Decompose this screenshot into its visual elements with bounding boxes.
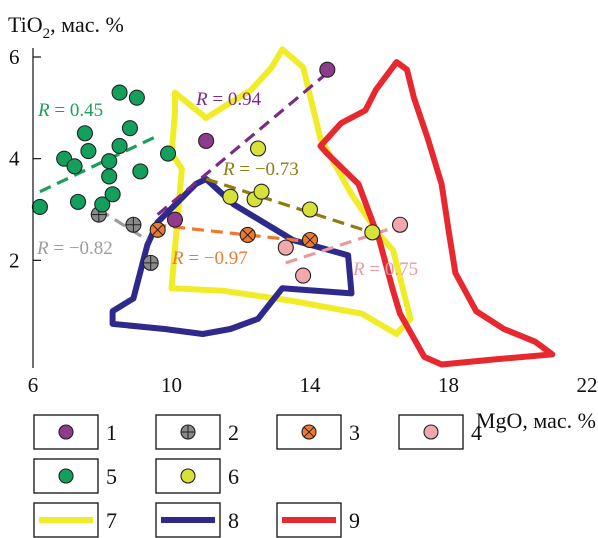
axes: 2 4 6 6 10 14 18 22 TiO2, мас. % MgO, мас. % [8, 12, 598, 433]
x-tick-label-18: 18 [438, 373, 459, 397]
legend-item-4: 4 [398, 414, 482, 450]
point-series-6-4 [253, 183, 270, 200]
legend-label-7: 7 [106, 508, 117, 533]
trend-label-4: R = −0.82 [36, 238, 113, 259]
legend-label-1: 1 [106, 420, 117, 445]
legend-label-2: 2 [228, 420, 239, 445]
point-series-5-11 [111, 137, 128, 155]
point-series-5-1 [31, 198, 48, 216]
legend-marker-5 [58, 468, 74, 484]
point-series-6-6 [364, 224, 381, 241]
field-polygons [109, 46, 556, 368]
trend-label-3: R = −0.73 [222, 159, 299, 180]
trend-label-2: R = 0.94 [195, 89, 262, 110]
legend-item-9: 9 [276, 502, 360, 538]
trend-label-1: R = 0.45 [37, 100, 103, 121]
legend-label-5: 5 [106, 464, 117, 489]
x-tick-label-6: 6 [28, 373, 39, 397]
point-series-6-3 [250, 140, 267, 157]
legend-item-1: 1 [33, 414, 117, 450]
legend-label-6: 6 [228, 464, 239, 489]
legend-item-6: 6 [155, 458, 239, 494]
trend-label-6: R = 0.75 [352, 259, 418, 280]
point-series-3-2 [239, 226, 256, 243]
y-tick-label-2: 2 [9, 248, 20, 272]
legend-item-3: 3 [276, 414, 360, 450]
point-series-5-13 [121, 120, 138, 137]
point-series-6-1 [222, 188, 239, 205]
point-series-5-8 [101, 168, 118, 185]
point-series-5-7 [94, 196, 111, 213]
trend-line-3 [205, 177, 380, 237]
legend-marker-6 [180, 468, 196, 484]
y-axis-label: TiO2, мас. % [8, 12, 124, 42]
legend: 1 2 3 4 5 6 7 8 9 [33, 414, 482, 538]
point-series-6-5 [301, 201, 319, 218]
x-tick-label-10: 10 [161, 373, 182, 397]
point-series-5-6 [80, 142, 97, 160]
data-points [31, 61, 409, 284]
legend-item-5: 5 [33, 458, 117, 494]
x-tick-label-14: 14 [300, 373, 322, 397]
field-9-outline [317, 59, 556, 368]
legend-item-2: 2 [155, 414, 239, 450]
point-series-5-9 [101, 153, 118, 170]
y-tick-label-6: 6 [9, 45, 20, 69]
legend-item-8: 8 [155, 502, 239, 538]
trend-label-5: R = −0.97 [171, 248, 248, 269]
legend-label-8: 8 [228, 508, 239, 533]
legend-marker-1 [58, 424, 74, 440]
point-series-2-3 [142, 254, 159, 271]
legend-marker-2 [180, 424, 196, 440]
field-8-outline [109, 176, 355, 337]
point-series-2-2 [125, 216, 142, 233]
trend-line-6 [285, 220, 411, 265]
point-series-5-12 [111, 84, 128, 101]
point-series-3-1 [149, 221, 166, 238]
y-tick-label-4: 4 [9, 147, 20, 171]
legend-label-4: 4 [471, 420, 482, 445]
point-series-5-10 [104, 186, 121, 203]
x-tick-label-22: 22 [577, 373, 598, 397]
legend-label-9: 9 [349, 508, 360, 533]
field-7-outline [168, 46, 414, 337]
point-series-5-15 [132, 163, 149, 180]
legend-box-1 [33, 414, 99, 450]
trend-labels: R = 0.45 R = 0.94 R = −0.73 R = −0.82 R = −0… [36, 89, 418, 280]
trend-line-2 [156, 65, 336, 216]
point-series-5-3 [66, 158, 83, 175]
point-series-5-14 [128, 89, 145, 106]
legend-item-7: 7 [33, 502, 117, 538]
point-series-5-16 [159, 145, 177, 162]
point-series-3-3 [301, 231, 319, 249]
point-series-4-1 [277, 239, 294, 256]
point-series-1-3 [319, 61, 336, 78]
trend-line-4 [97, 208, 149, 242]
point-series-1-1 [166, 211, 184, 228]
point-series-4-2 [295, 267, 312, 284]
trend-line-5 [154, 223, 318, 245]
point-series-4-3 [391, 216, 409, 233]
point-series-1-2 [198, 132, 215, 149]
trend-lines [39, 65, 411, 265]
legend-marker-3 [301, 424, 317, 440]
trend-line-1 [39, 134, 159, 194]
point-series-5-5 [76, 125, 93, 142]
legend-label-3: 3 [349, 420, 360, 445]
legend-marker-4 [423, 424, 439, 440]
point-series-5-4 [69, 193, 87, 210]
x-axis-label: MgO, мас. % [476, 408, 596, 433]
